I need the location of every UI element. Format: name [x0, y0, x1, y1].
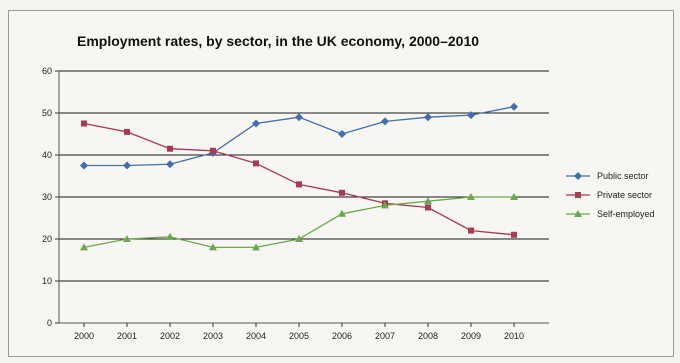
data-point-self-employed [166, 232, 174, 240]
data-point-self-employed [467, 193, 475, 200]
data-point-private-sector [296, 181, 302, 188]
x-tick-label: 2004 [246, 331, 266, 341]
y-tick-labels: 0 10 20 30 40 50 60 [42, 66, 52, 328]
y-tick-label: 50 [42, 108, 52, 118]
y-tick-label: 0 [47, 318, 52, 328]
y-tick-label: 60 [42, 66, 52, 76]
data-point-private-sector [425, 204, 431, 211]
data-point-private-sector [124, 128, 130, 135]
data-point-public-sector [80, 161, 88, 170]
axes [55, 70, 549, 327]
data-point-public-sector [123, 161, 131, 170]
x-tick-label: 2002 [160, 331, 180, 341]
legend-label-public-sector: Public sector [597, 171, 649, 181]
data-point-public-sector [252, 119, 260, 128]
x-tick-label: 2008 [418, 331, 438, 341]
line-chart: Employment rates, by sector, in the UK e… [42, 33, 655, 341]
y-tick-label: 20 [42, 234, 52, 244]
series-markers [80, 102, 518, 251]
x-tick-label: 2009 [461, 331, 481, 341]
chart-title: Employment rates, by sector, in the UK e… [77, 33, 479, 49]
data-point-self-employed [252, 243, 260, 251]
data-point-self-employed [424, 197, 432, 205]
y-tick-label: 10 [42, 276, 52, 286]
legend-marker-public-sector [574, 172, 582, 180]
legend-label-private-sector: Private sector [597, 190, 652, 200]
data-point-self-employed [381, 201, 389, 209]
legend-marker-self-employed [574, 210, 582, 217]
x-tick-label: 2007 [375, 331, 395, 341]
x-tick-label: 2001 [117, 331, 137, 341]
data-point-private-sector [339, 189, 345, 196]
data-point-private-sector [468, 227, 474, 234]
gridlines [59, 70, 549, 282]
legend-label-self-employed: Self-employed [597, 209, 655, 219]
data-point-public-sector [424, 113, 432, 122]
x-tick-label: 2000 [74, 331, 94, 341]
y-tick-label: 30 [42, 192, 52, 202]
data-point-private-sector [167, 145, 173, 152]
data-point-public-sector [510, 102, 518, 111]
data-point-self-employed [338, 209, 346, 217]
data-point-public-sector [381, 117, 389, 126]
data-point-self-employed [295, 235, 303, 242]
data-point-public-sector [467, 111, 475, 120]
data-point-self-employed [80, 243, 88, 251]
x-tick-label: 2005 [289, 331, 309, 341]
data-point-private-sector [511, 231, 517, 238]
legend: Public sector Private sector Self-employed [566, 171, 655, 219]
data-point-self-employed [123, 235, 131, 242]
data-point-self-employed [510, 193, 518, 200]
y-tick-label: 40 [42, 150, 52, 160]
series-line-private-sector [83, 122, 515, 236]
chart-frame: Employment rates, by sector, in the UK e… [8, 10, 674, 357]
data-point-private-sector [210, 147, 216, 154]
series-lines [83, 106, 515, 249]
data-point-public-sector [166, 160, 174, 169]
data-point-private-sector [253, 160, 259, 167]
data-point-public-sector [295, 113, 303, 122]
data-point-public-sector [338, 130, 346, 138]
x-tick-label: 2003 [203, 331, 223, 341]
x-tick-label: 2010 [504, 331, 524, 341]
x-tick-label: 2006 [332, 331, 352, 341]
x-tick-labels: 2000 2001 2002 2003 2004 2005 2006 2007 2008 2009… [74, 331, 524, 341]
data-point-self-employed [209, 243, 217, 251]
data-point-private-sector [81, 120, 87, 127]
legend-marker-private-sector [575, 192, 581, 198]
